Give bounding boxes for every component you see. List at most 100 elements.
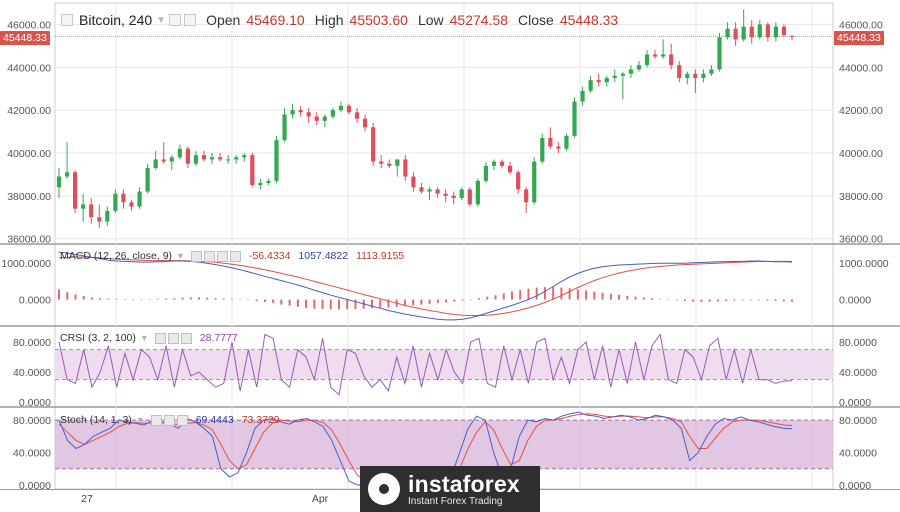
macd-histogram-bar xyxy=(198,297,201,300)
macd-histogram-bar xyxy=(387,299,390,308)
candle-body xyxy=(685,73,690,78)
chevron-down-icon[interactable]: ▼ xyxy=(156,14,167,26)
stoch-y-tick-left: 80.0000 xyxy=(13,415,51,427)
close-icon[interactable] xyxy=(176,414,188,426)
collapse-icon[interactable] xyxy=(61,14,73,26)
candle-body xyxy=(435,189,440,194)
candle-body xyxy=(161,159,166,162)
candle-body xyxy=(330,110,335,117)
candle-body xyxy=(64,172,70,177)
y-tick-label-right: 42000.00 xyxy=(839,105,883,117)
candle-body xyxy=(604,78,609,83)
macd-hist-value: -56.4334 xyxy=(248,250,291,262)
candle-body xyxy=(314,116,319,121)
macd-histogram-bar xyxy=(239,299,242,300)
macd-histogram-bar xyxy=(436,299,439,304)
chevron-down-icon[interactable]: ▼ xyxy=(176,251,185,261)
candle-body xyxy=(459,189,464,198)
settings-icon[interactable] xyxy=(184,14,197,26)
macd-line xyxy=(58,251,793,321)
macd-histogram-bar xyxy=(609,293,612,300)
macd-y-tick-left: 0.0000 xyxy=(19,295,51,307)
stoch-y-tick-left: 40.0000 xyxy=(13,448,51,460)
watermark-tagline: Instant Forex Trading xyxy=(408,495,503,507)
macd-histogram-bar xyxy=(692,299,695,302)
macd-histogram-bar xyxy=(576,289,579,300)
chevron-down-icon[interactable]: ▼ xyxy=(135,415,145,425)
high-label: High xyxy=(314,12,344,28)
candle-body xyxy=(725,28,730,38)
candle-body xyxy=(354,112,360,119)
visibility-icon[interactable] xyxy=(154,332,166,344)
candle-body xyxy=(177,148,182,158)
settings-icon[interactable] xyxy=(203,250,215,262)
candle-body xyxy=(781,26,787,36)
candle-body xyxy=(733,28,738,40)
candle-body xyxy=(185,148,190,164)
symbol-label[interactable]: Bitcoin, 240 xyxy=(79,12,153,28)
macd-histogram-bar xyxy=(165,298,168,300)
candle-body xyxy=(524,189,529,203)
settings-icon[interactable] xyxy=(163,414,175,426)
macd-histogram-bar xyxy=(288,299,291,306)
visibility-icon[interactable] xyxy=(190,250,202,262)
close-value: 45448.33 xyxy=(559,12,619,28)
more-icon[interactable] xyxy=(229,250,241,262)
high-value: 45503.60 xyxy=(349,12,408,28)
stoch-y-tick-right: 0.0000 xyxy=(839,480,871,492)
macd-histogram-bar xyxy=(379,299,382,308)
macd-histogram-bar xyxy=(494,295,497,300)
candle-body xyxy=(443,193,448,196)
macd-histogram-bar xyxy=(173,298,176,300)
close-icon[interactable] xyxy=(180,332,192,344)
y-tick-label-left: 44000.00 xyxy=(7,62,51,74)
visibility-icon[interactable] xyxy=(150,414,162,426)
macd-histogram-bar xyxy=(519,290,522,300)
macd-histogram-bar xyxy=(593,291,596,300)
crsi-legend: CRSI (3, 2, 100) ▼ 28.7777 xyxy=(60,332,238,344)
x-tick-label: Apr xyxy=(312,493,329,505)
crsi-title[interactable]: CRSI (3, 2, 100) xyxy=(60,332,136,344)
macd-histogram-bar xyxy=(543,287,546,300)
low-value: 45274.58 xyxy=(449,12,509,28)
candle-body xyxy=(572,101,577,136)
macd-histogram-bar xyxy=(115,298,118,300)
y-tick-label-left: 38000.00 xyxy=(7,191,51,203)
candle-body xyxy=(564,135,569,149)
macd-histogram-bar xyxy=(181,297,184,300)
candle-body xyxy=(427,189,432,192)
candle-body xyxy=(540,138,545,162)
candle-body xyxy=(661,54,666,57)
stoch-band xyxy=(55,420,833,469)
candle-body xyxy=(274,140,279,181)
crsi-line xyxy=(58,333,793,396)
candle-body xyxy=(717,37,722,70)
stoch-y-tick-right: 40.0000 xyxy=(839,448,877,460)
macd-histogram-bar xyxy=(412,299,415,306)
macd-histogram-bar xyxy=(766,299,769,301)
macd-histogram-bar xyxy=(74,294,77,300)
candle-body xyxy=(145,168,150,192)
candle-body xyxy=(97,217,102,222)
candle-body xyxy=(669,54,674,66)
macd-histogram-bar xyxy=(123,299,126,300)
macd-histogram-bar xyxy=(749,299,752,301)
settings-icon[interactable] xyxy=(167,332,179,344)
close-icon[interactable] xyxy=(216,250,228,262)
watermark: instaforex Instant Forex Trading xyxy=(360,466,540,512)
crsi-y-tick-left: 80.0000 xyxy=(13,337,51,349)
candle-body xyxy=(499,161,505,166)
macd-histogram-bar xyxy=(716,299,719,302)
candle-body xyxy=(451,195,456,198)
stoch-title[interactable]: Stoch (14, 1, 3) xyxy=(60,414,132,426)
chevron-down-icon[interactable]: ▼ xyxy=(139,333,149,343)
macd-title[interactable]: MACD (12, 26, close, 9) xyxy=(60,250,173,262)
candle-body xyxy=(362,118,368,128)
candle-body xyxy=(644,54,650,66)
candle-body xyxy=(322,116,327,121)
candle-body xyxy=(491,161,497,166)
visibility-icon[interactable] xyxy=(169,14,182,26)
candle-body xyxy=(556,146,561,149)
macd-legend: MACD (12, 26, close, 9) ▼ -56.4334 1057.… xyxy=(60,250,404,262)
candle-body xyxy=(113,193,118,211)
